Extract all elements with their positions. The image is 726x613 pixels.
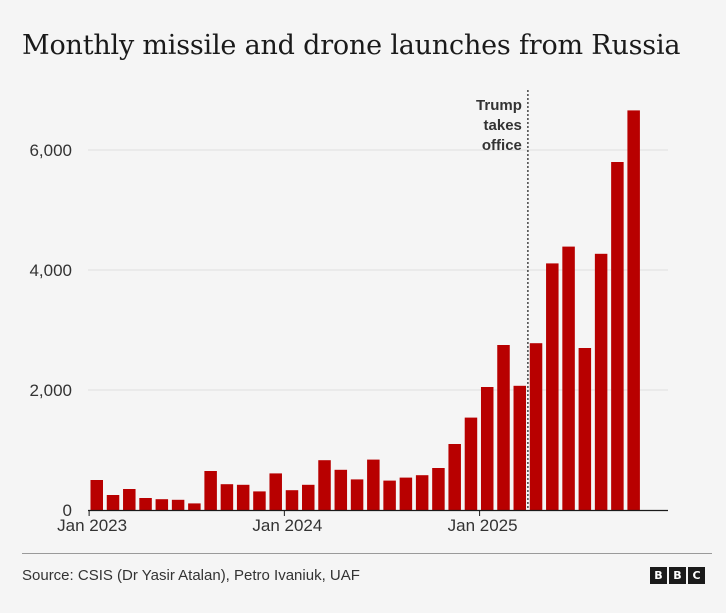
bar: Feb 2024: 510 [350,479,364,510]
bar: Mar 2025: 4390 [562,246,575,510]
bar: Sep 2024: 1540 [464,417,478,510]
bar: Mar 2023: 170 [171,499,185,510]
bar: Jul 2025: 6660 [627,110,640,511]
annotation-line: office [482,137,522,154]
bbc-logo: B B C [650,567,705,584]
y-tick-label: 0 [63,501,72,520]
bar: May 2023: 650 [204,471,217,510]
annotation-line: Trump [476,97,522,114]
bbc-logo-letter-c: C [688,567,705,584]
bar: Apr 2024: 490 [383,480,396,510]
bar: Jul 2024: 700 [432,468,445,510]
annotation-label: Trump takes office [476,97,522,154]
bar: Oct 2024: 2050 [480,387,494,510]
bar: Nov 2023: 420 [302,484,315,510]
bar: Aug 2024: 1100 [448,444,461,510]
bar: Jan 2023: 200 [139,498,152,510]
bar: Dec 2023: 830 [318,460,331,510]
annotation-line: takes [484,117,522,134]
bar: May 2025: 4270 [594,253,608,511]
bar: Feb 2023: 180 [155,499,169,510]
bar: Jun 2023: 430 [220,484,234,510]
bar: May 2024: 540 [399,477,413,510]
y-tick-label: 4,000 [29,261,72,280]
source-note: Source: CSIS (Dr Yasir Atalan), Petro Iv… [22,567,360,584]
bar: Dec 2024: 2070 [513,385,527,510]
chart-title: Monthly missile and drone launches from … [22,30,681,61]
bar: Apr 2023: 110 [188,503,201,510]
bar: Mar 2024: 840 [367,459,380,510]
bar: Oct 2022: 500 [90,480,103,510]
bar: Feb 2025: 4110 [546,263,559,510]
bar: Jun 2025: 5800 [611,162,624,510]
bar: Jan 2024: 670 [334,469,348,510]
bar: Dec 2022: 350 [123,489,136,510]
bar: Sep 2023: 610 [269,473,282,510]
x-tick-label: Jan 2024 [252,516,322,535]
bar: Aug 2023: 310 [253,491,266,510]
bbc-logo-letter-b2: B [669,567,686,584]
bar: Oct 2023: 330 [285,490,299,510]
bar: Apr 2025: 2700 [578,348,592,510]
bar: Jul 2023: 420 [236,484,250,510]
bar: Nov 2024: 2750 [497,345,510,510]
y-tick-label: 6,000 [29,141,72,160]
bar: Jun 2024: 580 [415,475,429,510]
bar: Nov 2022: 250 [106,495,120,510]
footer-divider [22,553,712,554]
bbc-logo-letter-b1: B [650,567,667,584]
y-tick-label: 2,000 [29,381,72,400]
bar: Jan 2025: 2780 [529,343,543,510]
x-tick-label: Jan 2025 [448,516,518,535]
x-tick-label: Jan 2023 [57,516,127,535]
